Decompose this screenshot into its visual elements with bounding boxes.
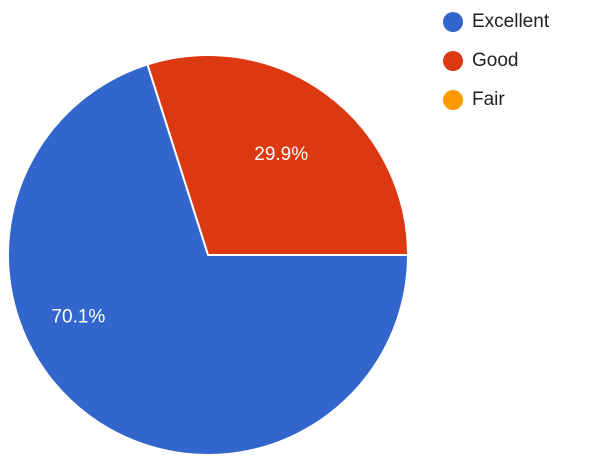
pie-slice-excellent[interactable] [7, 63, 409, 456]
legend-item-excellent[interactable]: Excellent [443, 11, 550, 32]
slice-label-good: 29.9% [254, 144, 308, 165]
legend-label-excellent: Excellent [472, 11, 550, 32]
legend-label-good: Good [472, 50, 519, 71]
legend-swatch-fair [443, 90, 463, 110]
legend-label-fair: Fair [472, 89, 505, 110]
pie-slice-good[interactable] [146, 54, 409, 256]
slice-label-excellent: 70.1% [51, 307, 105, 328]
legend-item-good[interactable]: Good [443, 50, 549, 71]
legend-swatch-excellent [443, 12, 463, 32]
legend: Excellent Good Fair [443, 11, 550, 129]
legend-item-fair[interactable]: Fair [443, 89, 549, 110]
legend-swatch-good [443, 51, 463, 71]
